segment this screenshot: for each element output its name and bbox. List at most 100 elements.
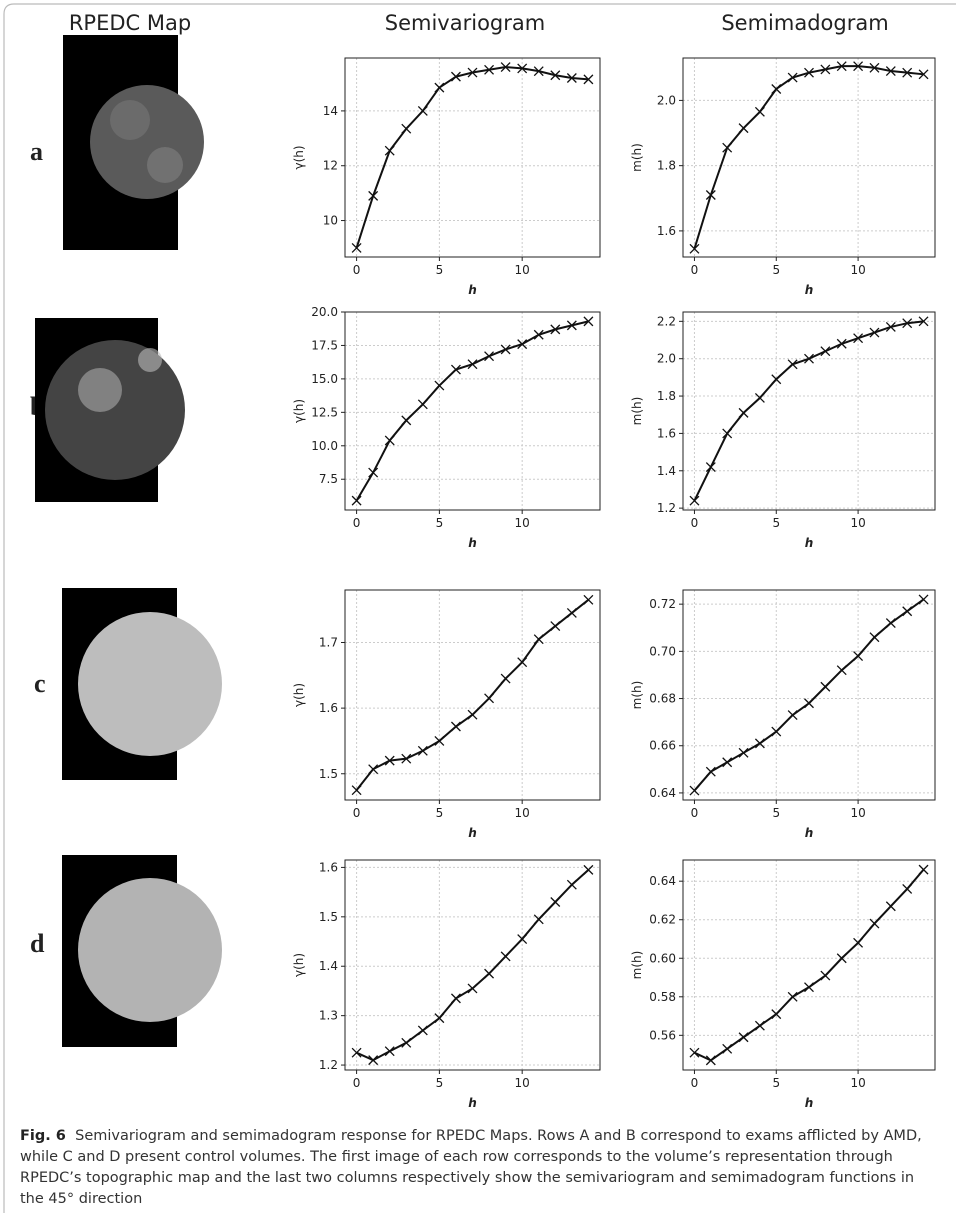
x-tick-label: 0: [353, 1076, 361, 1090]
x-tick-label: 10: [850, 806, 865, 820]
point-marker: [401, 415, 412, 426]
point-marker: [738, 1032, 749, 1043]
point-marker: [384, 1046, 395, 1057]
point-marker: [902, 883, 913, 894]
rpedc-map: [63, 35, 204, 250]
point-marker: [804, 698, 814, 709]
point-marker: [401, 1037, 412, 1048]
x-tick-label: 0: [353, 263, 361, 277]
point-marker: [434, 82, 445, 93]
y-tick-label: 7.5: [319, 472, 338, 486]
point-marker: [820, 346, 831, 357]
point-marker: [351, 1047, 362, 1058]
y-axis-label: γ(h): [292, 683, 306, 707]
point-marker: [885, 321, 896, 332]
y-tick-label: 0.64: [649, 874, 676, 888]
point-marker: [566, 879, 577, 890]
x-tick-label: 5: [436, 806, 444, 820]
y-axis-label: m(h): [630, 143, 644, 172]
point-marker: [804, 67, 814, 78]
point-marker: [869, 632, 880, 643]
y-tick-label: 2.2: [657, 314, 676, 328]
point-marker: [853, 61, 864, 72]
column-header: RPEDC Map: [69, 11, 191, 35]
series-line: [694, 868, 925, 1062]
point-marker: [533, 66, 544, 77]
point-marker: [918, 594, 929, 605]
point-marker: [484, 968, 495, 979]
point-marker: [500, 951, 511, 962]
point-marker: [787, 991, 798, 1002]
point-marker: [689, 243, 700, 254]
x-tick-label: 5: [772, 1076, 780, 1090]
point-marker: [689, 785, 700, 796]
point-marker: [434, 380, 445, 391]
point-marker: [787, 359, 798, 370]
y-tick-label: 0.60: [649, 951, 676, 965]
point-marker: [771, 374, 782, 385]
y-tick-label: 1.2: [319, 1058, 338, 1072]
x-axis-label: h: [468, 283, 477, 297]
point-marker: [820, 970, 831, 981]
plot-frame: [344, 859, 601, 1071]
point-marker: [417, 105, 428, 116]
column-header: Semimadogram: [721, 11, 888, 35]
point-marker: [351, 785, 362, 796]
point-marker: [450, 71, 461, 82]
point-marker: [722, 428, 733, 439]
plot-frame: [344, 57, 601, 258]
y-tick-label: 1.8: [657, 159, 676, 173]
point-marker: [722, 1043, 733, 1054]
point-marker: [368, 467, 379, 478]
point-marker: [754, 1020, 765, 1031]
point-marker: [550, 324, 561, 335]
point-marker: [583, 316, 594, 327]
point-marker: [467, 359, 478, 370]
point-marker: [787, 72, 798, 83]
y-tick-label: 1.5: [319, 767, 338, 781]
y-tick-label: 10.0: [311, 439, 338, 453]
x-tick-label: 5: [436, 263, 444, 277]
y-tick-label: 17.5: [311, 338, 338, 352]
point-marker: [771, 1009, 782, 1020]
point-marker: [754, 106, 765, 117]
point-marker: [820, 681, 831, 692]
x-tick-label: 0: [691, 806, 699, 820]
point-marker: [902, 318, 913, 329]
point-marker: [918, 316, 929, 327]
y-axis-label: γ(h): [292, 953, 306, 977]
x-tick-label: 10: [515, 1076, 530, 1090]
row-label: c: [34, 669, 46, 698]
row-label: a: [30, 137, 43, 166]
y-tick-label: 0.66: [649, 739, 676, 753]
series-line: [356, 869, 590, 1062]
point-marker: [787, 710, 798, 721]
y-tick-label: 1.3: [319, 1009, 338, 1023]
point-marker: [500, 673, 511, 684]
x-tick-label: 0: [353, 516, 361, 530]
frame: [3, 3, 956, 1213]
y-tick-label: 14: [323, 104, 338, 118]
point-marker: [869, 327, 880, 338]
point-marker: [820, 64, 831, 75]
x-tick-label: 0: [691, 263, 699, 277]
point-marker: [484, 351, 495, 362]
rpedc-map: [35, 318, 185, 502]
x-axis-label: h: [468, 826, 477, 840]
series-line: [693, 598, 925, 792]
point-marker: [368, 190, 379, 201]
point-marker: [902, 606, 913, 617]
y-tick-label: 1.5: [319, 910, 338, 924]
point-marker: [918, 69, 929, 80]
point-marker: [533, 634, 544, 645]
point-marker: [705, 190, 716, 200]
point-marker: [689, 1047, 700, 1058]
point-marker: [566, 73, 577, 83]
point-marker: [918, 864, 929, 875]
y-tick-label: 1.6: [319, 860, 338, 874]
point-marker: [738, 407, 749, 418]
y-axis-label: m(h): [630, 681, 644, 710]
point-marker: [384, 755, 395, 766]
point-marker: [401, 753, 412, 764]
